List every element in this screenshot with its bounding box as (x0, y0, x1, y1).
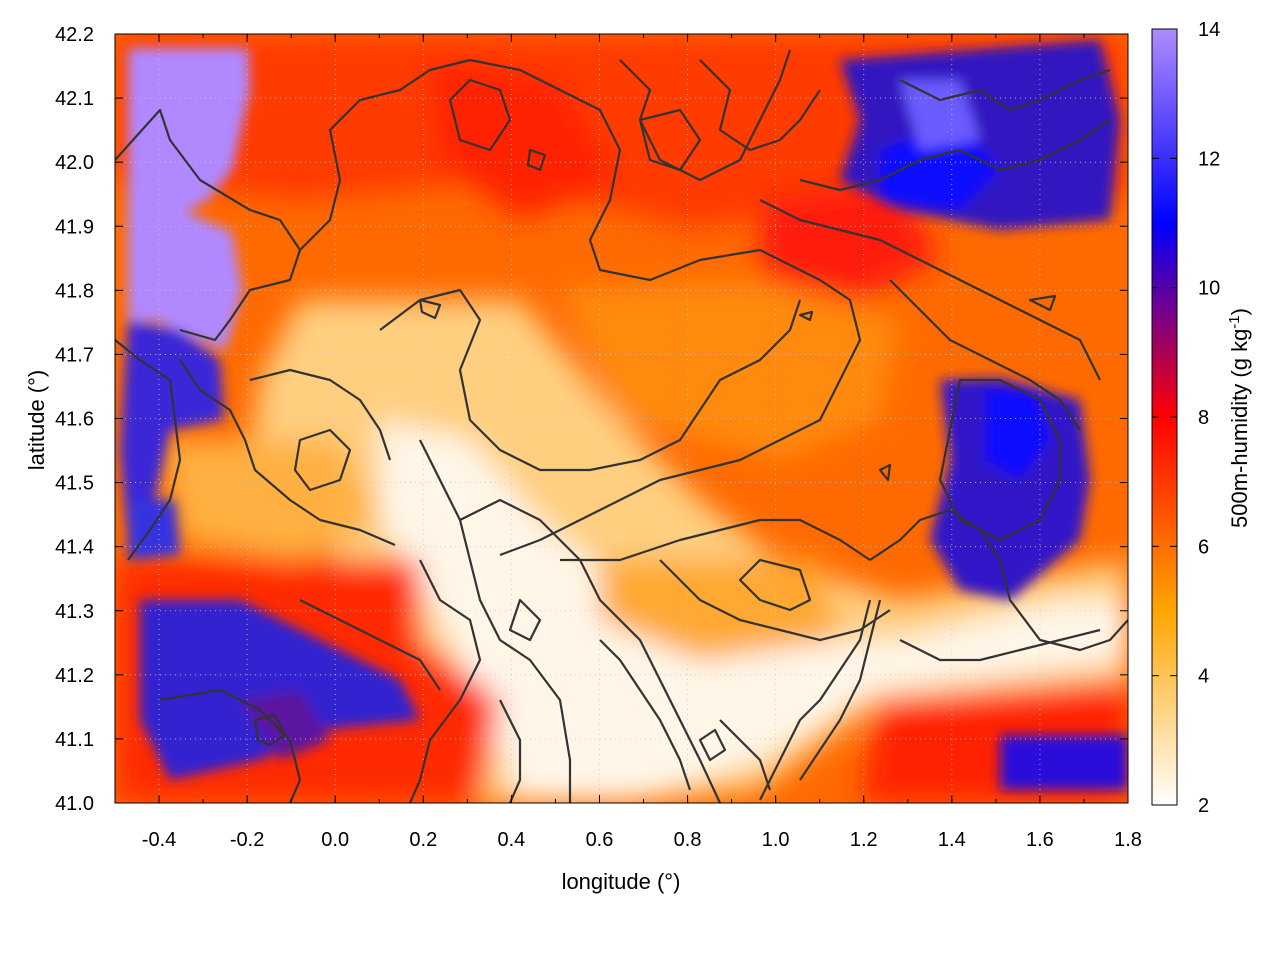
x-tick-label: 1.6 (1026, 829, 1054, 851)
y-tick-label: 42.2 (55, 24, 94, 46)
x-tick-label: 1.0 (762, 829, 790, 851)
y-tick-label: 41.5 (55, 473, 94, 495)
colorbar-tick-label: 8 (1198, 407, 1209, 429)
y-tick-label: 41.7 (55, 344, 94, 366)
y-tick-label: 41.9 (55, 216, 94, 238)
y-axis-label: latitude (°) (24, 370, 49, 471)
colorbar-tick-label: 12 (1198, 148, 1220, 170)
colorbar-label-end: ) (1227, 308, 1252, 315)
y-tick-label: 42.1 (55, 88, 94, 110)
x-tick-label: 0.2 (409, 829, 437, 851)
x-tick-label: 1.2 (850, 829, 878, 851)
x-tick-label: -0.4 (142, 829, 176, 851)
x-tick-label: -0.2 (230, 829, 264, 851)
y-tick-label: 42.0 (55, 152, 94, 174)
x-tick-label: 1.8 (1114, 829, 1142, 851)
x-tick-label: 0.8 (674, 829, 702, 851)
y-tick-label: 41.0 (55, 793, 94, 815)
colorbar-label-sup: -1 (1226, 315, 1243, 328)
y-tick-label: 41.8 (55, 280, 94, 302)
colorbar-tick-label: 2 (1198, 795, 1209, 817)
y-tick-label: 41.4 (55, 537, 94, 559)
x-axis-ticks: -0.4 -0.2 0.0 0.2 0.4 0.6 0.8 1.0 1.2 1.4 1.6 1.8 (114, 34, 1142, 851)
x-tick-label: 0.4 (497, 829, 525, 851)
y-tick-label: 41.3 (55, 601, 94, 623)
colorbar-tick-label: 4 (1198, 666, 1209, 688)
x-tick-label: 1.4 (938, 829, 966, 851)
y-axis-ticks: 41.0 41.1 41.2 41.3 41.4 41.5 41.6 41.7 41.8 41.9… (55, 24, 1128, 815)
grid-lines (115, 33, 1129, 804)
y-tick-label: 41.2 (55, 665, 94, 687)
x-axis-label: longitude (°) (562, 869, 681, 894)
colorbar-tick-label: 14 (1198, 19, 1220, 41)
terrain-contours (115, 49, 1128, 803)
colorbar-tick-label: 10 (1198, 278, 1220, 300)
y-tick-label: 41.1 (55, 729, 94, 751)
colorbar-label: 500m-humidity (g kg-1) (1226, 308, 1252, 528)
x-tick-label: 0.0 (321, 829, 349, 851)
x-tick-label: 0.6 (586, 829, 614, 851)
colorbar-tick-label: 6 (1198, 536, 1209, 558)
heatmap-field (115, 34, 1128, 803)
colorbar-ticks: 2 4 6 8 10 12 14 (1152, 19, 1220, 817)
y-tick-label: 41.6 (55, 409, 94, 431)
colorbar-label-main: 500m-humidity (g kg (1227, 329, 1252, 528)
colorbar: 2 4 6 8 10 12 14 500m-humidity (g kg-1) (1151, 19, 1252, 817)
